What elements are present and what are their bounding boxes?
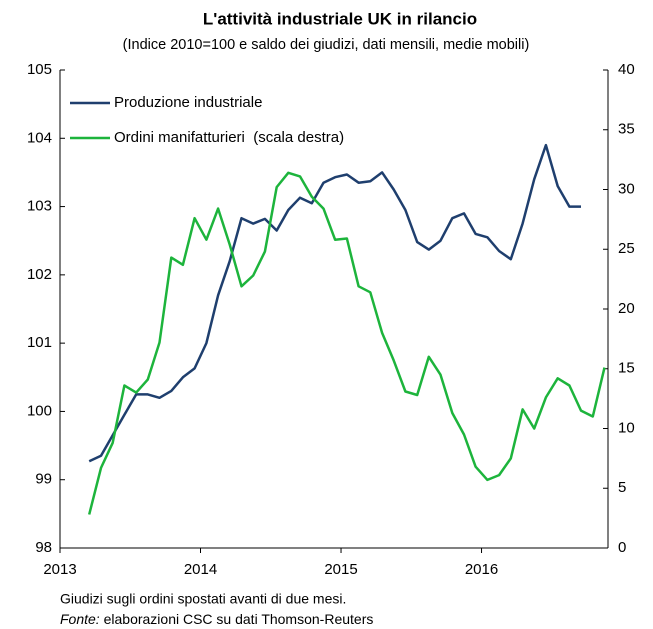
source-label: Fonte: [60, 611, 100, 627]
y2-tick-label: 25 [618, 240, 635, 257]
y2-tick-label: 0 [618, 539, 626, 556]
x-tick-label: 2014 [184, 561, 217, 578]
legend-label: Produzione industriale [114, 94, 262, 111]
y-tick-label: 99 [35, 471, 52, 488]
y2-tick-label: 15 [618, 360, 635, 377]
y2-tick-label: 35 [618, 121, 635, 138]
y-tick-label: 104 [27, 129, 52, 146]
x-tick-label: 2015 [324, 561, 357, 578]
source: elaborazioni CSC su dati Thomson-Reuters [104, 611, 374, 627]
y-tick-label: 105 [27, 61, 52, 78]
y-tick-label: 103 [27, 198, 52, 215]
x-tick-label: 2016 [465, 561, 498, 578]
y-tick-label: 98 [35, 539, 52, 556]
y-tick-label: 100 [27, 402, 52, 419]
y2-tick-label: 40 [618, 61, 635, 78]
note: Giudizi sugli ordini spostati avanti di … [60, 591, 346, 607]
y2-tick-label: 30 [618, 180, 635, 197]
legend-label: Ordini manifatturieri (scala destra) [114, 129, 344, 146]
y2-tick-label: 10 [618, 419, 635, 436]
series-line [87, 171, 606, 515]
y-tick-label: 102 [27, 266, 52, 283]
chart-subtitle: (Indice 2010=100 e saldo dei giudizi, da… [123, 37, 530, 53]
x-tick-label: 2013 [43, 561, 76, 578]
chart-title: L'attività industriale UK in rilancio [203, 9, 477, 28]
y2-tick-label: 5 [618, 479, 626, 496]
series-line [88, 143, 581, 463]
y2-tick-label: 20 [618, 300, 635, 317]
y-tick-label: 101 [27, 334, 52, 351]
footnote: Fonte: elaborazioni CSC su dati Thomson-… [60, 611, 373, 627]
